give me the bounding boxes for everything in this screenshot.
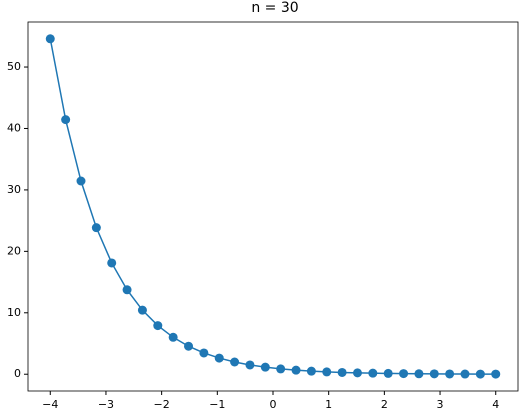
point: [91, 223, 101, 233]
y-tick-label: 10: [7, 306, 21, 319]
point: [76, 176, 86, 186]
point: [368, 368, 378, 378]
x-tick-label: 2: [381, 398, 388, 411]
x-tick-label: −2: [154, 398, 170, 411]
point: [445, 369, 455, 379]
point: [414, 369, 424, 379]
plot-frame: [27, 21, 519, 392]
point: [45, 34, 55, 44]
point: [322, 367, 332, 377]
point: [337, 367, 347, 377]
x-tick-label: 0: [270, 398, 277, 411]
point: [383, 368, 393, 378]
point: [184, 341, 194, 351]
point: [399, 369, 409, 379]
point: [61, 115, 71, 125]
point: [107, 258, 117, 268]
point: [260, 362, 270, 372]
point: [168, 332, 178, 342]
point: [214, 353, 224, 363]
point: [199, 348, 209, 358]
x-tick-label: −4: [42, 398, 58, 411]
point: [491, 369, 501, 379]
x-tick-label: 4: [492, 398, 499, 411]
point: [276, 364, 286, 374]
x-tick-label: −3: [98, 398, 114, 411]
y-tick-label: 30: [7, 183, 21, 196]
point: [475, 369, 485, 379]
point: [137, 305, 147, 315]
point: [291, 365, 301, 375]
y-tick-label: 50: [7, 60, 21, 73]
point: [352, 368, 362, 378]
x-tick-label: −1: [209, 398, 225, 411]
point: [245, 360, 255, 370]
x-tick-label: 3: [437, 398, 444, 411]
chart-title: n = 30: [251, 0, 298, 16]
point: [122, 285, 132, 295]
x-tick-label: 1: [325, 398, 332, 411]
point: [153, 321, 163, 331]
point: [230, 357, 240, 367]
y-tick-label: 40: [7, 121, 21, 134]
y-tick-label: 20: [7, 244, 21, 257]
series-line: [49, 38, 496, 375]
point: [460, 369, 470, 379]
point: [306, 366, 316, 376]
y-tick-label: 0: [14, 367, 21, 380]
point: [429, 369, 439, 379]
